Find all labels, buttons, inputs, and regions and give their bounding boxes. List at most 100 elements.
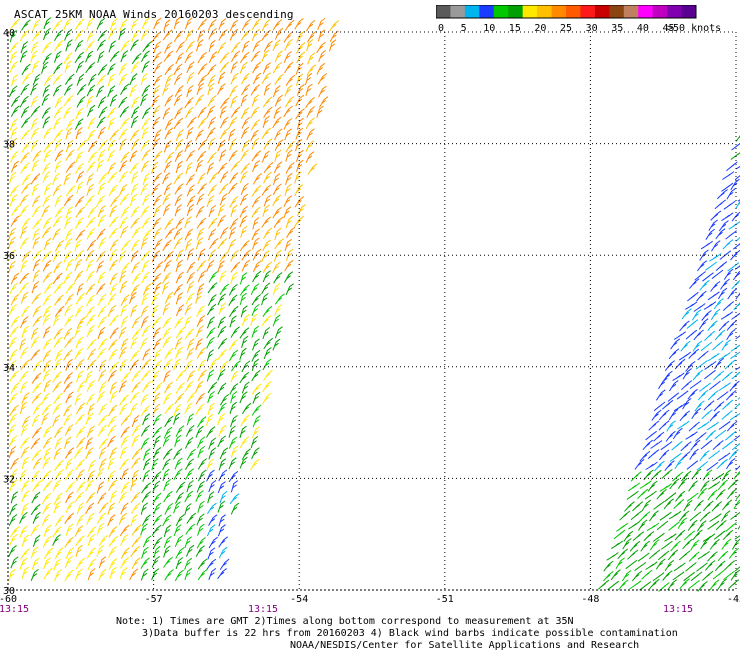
wind-barb	[681, 341, 691, 351]
wind-barb	[154, 195, 162, 206]
wind-barb	[75, 306, 83, 317]
wind-barb	[706, 229, 715, 240]
wind-barb	[253, 392, 260, 404]
wind-barb	[196, 160, 203, 172]
wind-barb	[722, 411, 733, 420]
wind-barb	[165, 570, 174, 581]
wind-barb	[154, 283, 161, 295]
wind-barb	[97, 468, 105, 479]
wind-barb	[703, 501, 713, 511]
wind-barb	[55, 207, 64, 218]
wind-barb	[723, 302, 734, 311]
wind-barb	[21, 107, 29, 118]
wind-barb	[130, 74, 137, 85]
wind-barb	[77, 85, 86, 96]
wind-barb	[88, 141, 97, 152]
wind-barb	[263, 271, 270, 282]
wind-barb	[33, 20, 40, 31]
wind-barb	[648, 450, 659, 459]
wind-barb	[143, 41, 152, 51]
wind-barb	[42, 251, 51, 261]
wind-barb	[88, 152, 97, 163]
wind-barb	[242, 41, 249, 53]
wind-barb	[164, 260, 171, 271]
wind-barb	[229, 306, 238, 317]
wind-barb	[53, 382, 62, 393]
wind-barb	[165, 219, 174, 230]
wind-barb	[9, 515, 17, 526]
wind-barb	[121, 436, 129, 447]
wind-barb	[9, 304, 17, 315]
wind-barb	[308, 53, 315, 64]
wind-barb	[209, 117, 216, 128]
wind-barb	[296, 139, 302, 151]
wind-barb	[174, 64, 182, 75]
wind-barb	[263, 240, 271, 251]
wind-barb	[65, 315, 73, 326]
wind-barb	[242, 260, 250, 271]
wind-barb	[65, 294, 73, 305]
wind-barb	[306, 152, 314, 163]
wind-barb	[719, 353, 731, 361]
wind-barb	[686, 432, 698, 440]
wind-barb	[33, 306, 41, 317]
time-label: 13:15	[248, 604, 278, 615]
wind-barb	[701, 440, 712, 449]
wind-barb	[119, 347, 126, 358]
wind-barb	[43, 295, 51, 306]
wind-barb	[11, 557, 18, 568]
wind-barb	[208, 229, 216, 240]
wind-barb	[640, 481, 652, 489]
wind-barb	[97, 546, 104, 558]
wind-barb	[109, 340, 118, 351]
wind-barb	[66, 259, 73, 270]
wind-barb	[64, 382, 73, 393]
wind-barb	[165, 348, 173, 359]
wind-barb	[317, 63, 325, 74]
wind-barb	[11, 492, 18, 504]
wind-barb	[175, 338, 182, 350]
wind-barb	[176, 515, 184, 526]
wind-barb	[31, 350, 40, 361]
wind-barb	[734, 469, 740, 479]
wind-barb	[163, 469, 169, 481]
wind-barb	[99, 438, 108, 449]
wind-barb	[724, 561, 734, 570]
wind-barb	[11, 96, 20, 107]
wind-barb	[251, 459, 260, 470]
wind-barb	[132, 240, 140, 251]
wind-barb	[53, 372, 62, 383]
wind-barb	[273, 207, 282, 218]
wind-barb	[722, 470, 731, 481]
wind-barb	[76, 230, 85, 241]
wind-barb	[186, 163, 193, 175]
wind-barb	[75, 271, 83, 282]
wind-barb	[220, 227, 228, 238]
wind-barb	[285, 20, 294, 31]
wind-barb	[44, 427, 52, 438]
wind-barb	[675, 359, 685, 369]
wind-barb	[286, 284, 294, 295]
wind-barb	[65, 304, 73, 315]
wind-barb	[719, 421, 730, 429]
wind-barb	[185, 568, 192, 580]
wind-barb	[263, 370, 272, 380]
wind-barb	[175, 86, 183, 97]
note-line-3: NOAA/NESDIS/Center for Satellite Applica…	[290, 640, 639, 651]
wind-barb	[175, 184, 184, 195]
wind-barb	[143, 349, 150, 360]
wind-barb	[240, 372, 249, 383]
wind-barb	[32, 393, 41, 403]
wind-barb	[273, 184, 281, 195]
wind-barb	[86, 195, 95, 206]
wind-barb	[262, 283, 270, 294]
wind-barb	[43, 536, 51, 547]
wind-barb	[66, 524, 73, 536]
wind-barb	[141, 394, 148, 405]
wind-barb	[187, 196, 195, 207]
wind-barb	[229, 471, 238, 482]
wind-barb	[284, 119, 292, 130]
wind-barb	[691, 440, 700, 450]
wind-barb	[674, 499, 684, 508]
wind-barb	[207, 106, 214, 117]
